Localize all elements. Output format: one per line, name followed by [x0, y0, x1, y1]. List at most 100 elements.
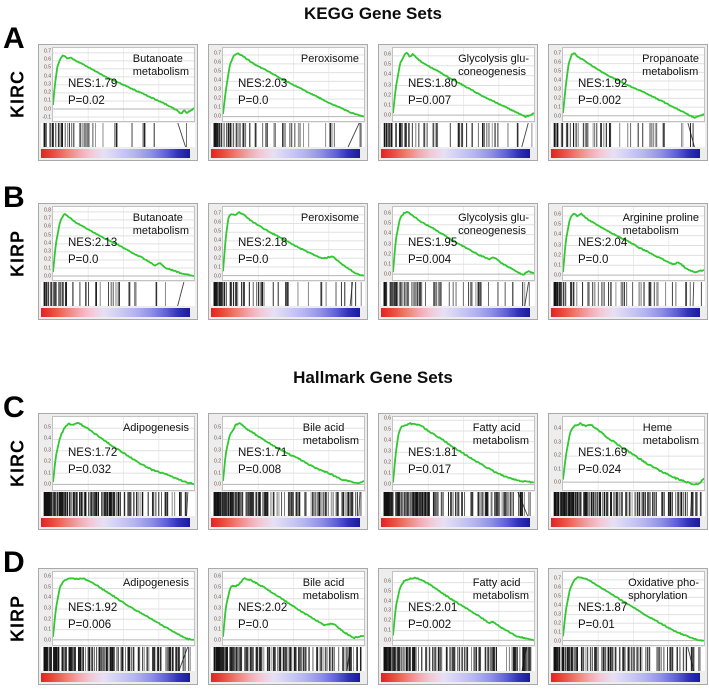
- y-tick-label: 0.1: [384, 261, 391, 268]
- rank-colorbar: [551, 149, 701, 158]
- y-tick-label: 0.3: [44, 447, 51, 454]
- p-value: P=0.0: [238, 618, 269, 631]
- y-tick-label: 0.5: [554, 68, 561, 75]
- p-value: P=0.01: [578, 618, 615, 631]
- y-tick-label: 0.1: [554, 629, 561, 636]
- y-tick-label: 0.5: [44, 424, 51, 431]
- enrichment-score-curve: [393, 423, 534, 483]
- y-tick-label: 0.4: [214, 77, 221, 84]
- gsea-panel: 0.7 0.6 0.5 0.4 0.3 0.2 0.1 0.0 Propanoate meta…: [548, 44, 708, 161]
- y-tick-label: 0.2: [384, 251, 391, 258]
- y-tick-label: 0.4: [554, 602, 561, 609]
- hit-barcode-svg: [381, 282, 535, 306]
- y-tick-label: 0.4: [384, 437, 391, 444]
- stats-block: NES:1.81 P=0.017: [408, 445, 457, 477]
- nes-value: NES:2.04: [578, 237, 628, 250]
- es-curve-svg: [223, 207, 364, 280]
- es-plot: 0.6 0.5 0.4 0.3 0.2 0.1 0.0 Arginine proline m…: [551, 206, 705, 281]
- y-tick-label: 0.5: [44, 64, 51, 71]
- es-plot: 0.5 0.4 0.3 0.2 0.1 0.0 Bile acid metabolism …: [211, 416, 365, 491]
- gsea-panel: 0.5 0.4 0.3 0.2 0.1 0.0 Bile acid metabolism …: [208, 413, 368, 530]
- enrichment-score-curve: [53, 55, 194, 113]
- hit-barcode: [551, 647, 705, 671]
- nes-value: NES:1.79: [68, 78, 118, 91]
- es-plot: 0.6 0.5 0.4 0.3 0.2 0.1 0.0 Glycolysis glu- co…: [381, 47, 535, 122]
- hit-barcode: [41, 123, 195, 147]
- y-tick-label: 0.7: [214, 210, 221, 217]
- y-tick-label: 0.7: [44, 48, 51, 55]
- y-tick-label: 0.3: [214, 246, 221, 253]
- y-tick-label: 0.1: [384, 102, 391, 109]
- y-tick-label: 0.5: [44, 584, 51, 591]
- es-curve-svg: [393, 48, 534, 121]
- gene-set-label: Butanoate metabolism: [132, 53, 189, 78]
- y-tick-label: -0.1: [42, 114, 51, 121]
- hit-barcode: [41, 647, 195, 671]
- rank-colorbar: [381, 149, 531, 158]
- stats-block: NES:2.02 P=0.0: [238, 600, 287, 632]
- y-tick-label: 0.1: [214, 104, 221, 111]
- y-tick-label: 0.3: [554, 86, 561, 93]
- y-tick-label: 0.3: [44, 248, 51, 255]
- y-tick-label: 0.5: [214, 424, 221, 431]
- stats-block: NES:1.71 P=0.008: [238, 445, 287, 477]
- es-chart-area: Arginine proline metabolism NES:2.04 P=0…: [562, 206, 705, 281]
- panel-strip: 0.8 0.7 0.6 0.5 0.4 0.3 0.2 0.1 0.0 Butanoate me…: [38, 203, 708, 320]
- nes-value: NES:2.18: [238, 237, 288, 250]
- y-tick-label: 0.5: [214, 228, 221, 235]
- gsea-panel: 0.6 0.5 0.4 0.3 0.2 0.1 0.0 Bile acid metaboli…: [208, 568, 368, 685]
- gsea-panel: 0.7 0.6 0.5 0.4 0.3 0.2 0.1 0.0 -0.1 Butanoate m…: [38, 44, 198, 161]
- es-curve-svg: [223, 48, 364, 121]
- es-curve-svg: [563, 417, 704, 490]
- enrichment-score-curve: [53, 578, 194, 640]
- y-tick-label: 0.2: [44, 256, 51, 263]
- es-chart-area: Glycolysis glu- coneogenesis NES:1.95 P=…: [392, 206, 535, 281]
- y-tick-label: 0.3: [384, 607, 391, 614]
- figure-row-c: C KIRC 0.5 0.4 0.3 0.2 0.1 0.0 Adipogenesis N…: [0, 393, 709, 530]
- row-letter: C: [3, 391, 25, 424]
- stats-block: NES:1.87 P=0.01: [578, 600, 627, 632]
- rank-colorbar: [551, 308, 701, 317]
- y-tick-label: 0.5: [384, 588, 391, 595]
- gene-set-label: Peroxisome: [300, 212, 359, 224]
- es-curve-svg: [223, 417, 364, 490]
- es-curve-svg: [563, 207, 704, 280]
- stats-block: NES:2.01 P=0.002: [408, 600, 457, 632]
- hit-barcode-svg: [551, 492, 705, 516]
- cohort-label: KIRP: [7, 229, 28, 277]
- rank-colorbar: [551, 518, 701, 527]
- gene-set-label: Fatty acid metabolism: [472, 577, 529, 602]
- y-tick-label: 0.8: [44, 207, 51, 214]
- y-tick-label: 0.4: [554, 231, 561, 238]
- gsea-panel: 0.7 0.6 0.5 0.4 0.3 0.2 0.1 0.0 Oxidative pho- …: [548, 568, 708, 685]
- p-value: P=0.02: [68, 94, 105, 107]
- y-tick-label: 0.5: [384, 426, 391, 433]
- es-chart-area: Heme metabolism NES:1.69 P=0.024: [562, 416, 705, 491]
- y-tick-label: 0.4: [44, 240, 51, 247]
- y-tick-label: 0.6: [554, 59, 561, 66]
- hit-barcode: [41, 282, 195, 306]
- es-plot: 0.4 0.3 0.2 0.1 0.0 Heme metabolism NES:1.69…: [551, 416, 705, 491]
- gene-set-label: Bile acid metabolism: [302, 577, 359, 602]
- y-tick-label: 0.2: [384, 459, 391, 466]
- stats-block: NES:1.69 P=0.024: [578, 445, 627, 477]
- gsea-panel: 0.5 0.4 0.3 0.2 0.1 0.0 Adipogenesis NES:1.72…: [38, 413, 198, 530]
- y-tick-label: 0.2: [214, 95, 221, 102]
- y-tick-label: 0.0: [384, 637, 391, 644]
- hit-barcode: [211, 123, 365, 147]
- y-axis-ticks: 0.7 0.6 0.5 0.4 0.3 0.2 0.1 0.0: [551, 571, 562, 646]
- stats-block: NES:1.92 P=0.006: [68, 600, 117, 632]
- y-tick-label: 0.5: [554, 221, 561, 228]
- y-tick-label: 0.6: [554, 211, 561, 218]
- nes-value: NES:1.92: [68, 602, 118, 615]
- es-chart-area: Oxidative pho- sphorylation NES:1.87 P=0…: [562, 571, 705, 646]
- hit-barcode-svg: [41, 123, 195, 147]
- y-tick-label: 0.3: [214, 447, 221, 454]
- y-tick-label: 0.5: [44, 232, 51, 239]
- p-value: P=0.0: [578, 253, 609, 266]
- y-tick-label: 0.0: [554, 638, 561, 645]
- nes-value: NES:1.69: [578, 447, 628, 460]
- y-tick-label: 0.7: [554, 575, 561, 582]
- gsea-panel: 0.7 0.6 0.5 0.4 0.3 0.2 0.1 0.0 Peroxisome NES:…: [208, 44, 368, 161]
- y-tick-label: 0.0: [554, 272, 561, 279]
